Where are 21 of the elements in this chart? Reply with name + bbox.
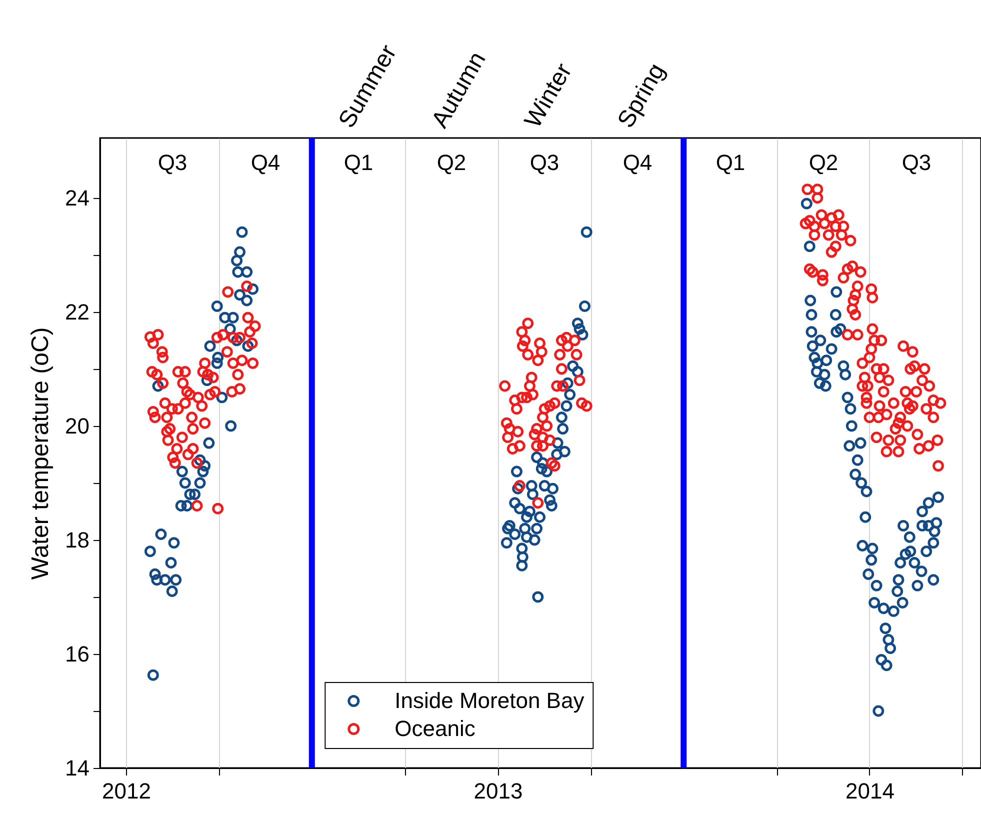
y-tick-label: 20 [65, 413, 90, 438]
y-tick-label: 18 [65, 527, 90, 552]
y-tick-label: 14 [65, 756, 90, 780]
annotation: Q1 [344, 150, 374, 175]
annotation: Q2 [436, 150, 466, 175]
annotation: Q4 [622, 150, 652, 175]
x-tick-label: 2013 [474, 778, 523, 804]
y-tick-label: 24 [65, 185, 90, 210]
legend-label: Inside Moreton Bay [394, 688, 584, 713]
y-axis-title: Water temperature (oC) [27, 327, 54, 580]
annotation: Q3 [902, 150, 932, 175]
annotation: Q2 [808, 150, 838, 175]
y-tick-label: 22 [65, 299, 90, 324]
x-tick-label: 2014 [846, 778, 894, 804]
annotation: Q3 [530, 150, 560, 175]
annotation: Q3 [158, 150, 188, 175]
x-tick-label: 2012 [102, 778, 151, 804]
annotation: Q1 [716, 150, 746, 175]
y-tick-label: 16 [65, 641, 90, 666]
annotation: Q4 [250, 150, 280, 175]
legend-label: Oceanic [394, 716, 476, 741]
